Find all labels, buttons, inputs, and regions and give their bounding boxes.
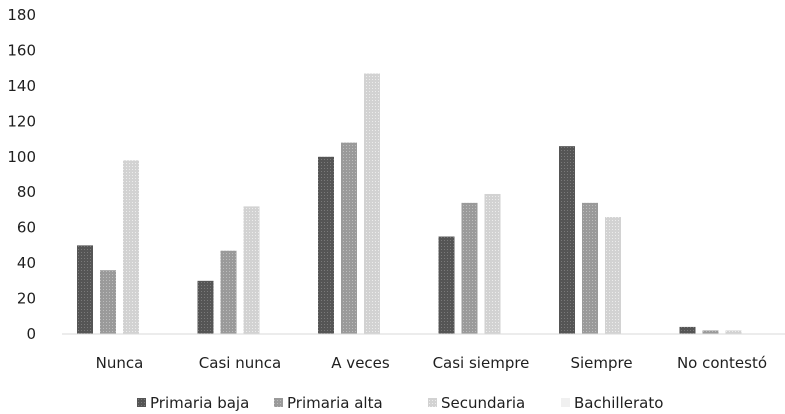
y-tick-label: 0 — [26, 325, 36, 343]
y-tick-label: 20 — [17, 290, 36, 308]
legend-swatch — [137, 398, 146, 407]
legend-label: Primaria alta — [287, 394, 383, 412]
x-category-label: Nunca — [96, 354, 144, 372]
y-tick-label: 160 — [7, 41, 36, 59]
bars-group — [77, 73, 742, 334]
bar-primaria-alta-5 — [702, 330, 719, 334]
bar-primaria-baja-5 — [679, 326, 696, 334]
y-tick-label: 60 — [17, 219, 36, 237]
legend-label: Bachillerato — [574, 394, 663, 412]
y-tick-label: 40 — [17, 254, 36, 272]
legend-swatch — [274, 398, 283, 407]
legend-swatch — [561, 398, 570, 407]
y-tick-label: 100 — [7, 148, 36, 166]
bar-primaria-alta-4 — [582, 202, 598, 334]
legend-label: Secundaria — [441, 394, 525, 412]
x-category-label: Casi siempre — [433, 354, 530, 372]
bar-secundaria-5 — [725, 330, 742, 334]
bar-secundaria-0 — [123, 160, 139, 334]
legend-swatch — [428, 398, 437, 407]
bar-primaria-alta-1 — [220, 250, 237, 334]
y-tick-label: 140 — [7, 77, 36, 95]
bar-secundaria-2 — [364, 73, 380, 334]
y-axis: 0 20 40 60 80 100 120 140 160 180 — [7, 6, 36, 343]
bar-secundaria-1 — [243, 206, 260, 334]
y-tick-label: 120 — [7, 112, 36, 130]
bar-primaria-baja-4 — [559, 146, 575, 334]
bar-primaria-alta-2 — [341, 142, 357, 334]
bar-primaria-baja-3 — [438, 236, 455, 334]
bar-secundaria-3 — [484, 193, 501, 334]
legend-label: Primaria baja — [150, 394, 249, 412]
x-category-label: A veces — [331, 354, 390, 372]
y-tick-label: 180 — [7, 6, 36, 24]
x-category-label: Casi nunca — [199, 354, 281, 372]
x-axis: Nunca Casi nunca A veces Casi siempre Siempr… — [62, 333, 785, 372]
legend: Primaria baja Primaria alta Secundaria Bach… — [137, 394, 663, 412]
bar-primaria-baja-2 — [318, 156, 334, 334]
bar-primaria-baja-0 — [77, 245, 93, 334]
y-tick-label: 80 — [17, 183, 36, 201]
x-category-label: Siempre — [570, 354, 632, 372]
bar-primaria-alta-3 — [461, 202, 478, 334]
bar-primaria-alta-0 — [100, 270, 116, 334]
x-category-label: No contestó — [677, 354, 767, 372]
bar-secundaria-4 — [605, 217, 621, 334]
bar-primaria-baja-1 — [197, 280, 214, 334]
